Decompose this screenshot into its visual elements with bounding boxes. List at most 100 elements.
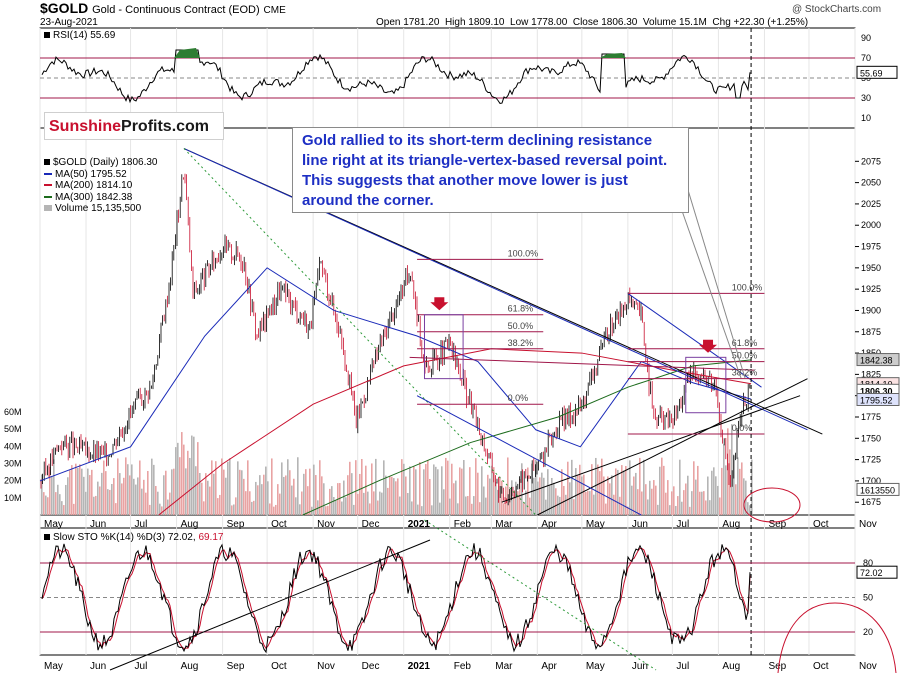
- volume-bar: [339, 483, 341, 515]
- volume-bar: [139, 460, 141, 515]
- volume-bar: [439, 502, 441, 515]
- fib-right-label: 61.8%: [732, 338, 758, 348]
- volume-bar: [197, 442, 199, 515]
- exchange: CME: [263, 5, 286, 16]
- volume-bar: [409, 466, 411, 515]
- consolidation-box-left: [423, 314, 464, 380]
- volume-bar: [329, 488, 331, 515]
- volume-bar: [377, 500, 379, 515]
- volume-bar: [317, 500, 319, 515]
- volume-bar: [147, 470, 149, 515]
- volume-bar: [121, 483, 123, 515]
- volume-bar: [729, 449, 731, 515]
- volume-bar: [173, 468, 175, 515]
- legend-main-text: $GOLD (Daily) 1806.30: [53, 157, 158, 168]
- volume-bar: [123, 477, 125, 515]
- volume-bar: [235, 497, 237, 515]
- volume-bar: [523, 502, 525, 515]
- volume-bar: [667, 480, 669, 515]
- volume-bar: [565, 494, 567, 515]
- annotation-box: Gold rallied to its short-term declining…: [292, 127, 689, 213]
- volume-bar: [227, 461, 229, 515]
- volume-bar: [563, 485, 565, 515]
- volume-bar: [391, 476, 393, 515]
- trendline-support-black: [501, 395, 801, 503]
- quote-high: High 1809.10: [444, 17, 505, 28]
- volume-bar: [253, 500, 255, 515]
- volume-bar: [107, 489, 109, 515]
- volume-bar: [187, 450, 189, 515]
- volume-bar: [63, 505, 65, 515]
- volume-bar: [461, 468, 463, 515]
- volume-bar: [593, 494, 595, 515]
- volume-bar: [371, 463, 373, 515]
- volume-bar: [85, 491, 87, 515]
- volume-bar: [681, 501, 683, 515]
- volume-bar: [659, 466, 661, 515]
- volume-bar: [313, 464, 315, 515]
- trendline-blue-down: [416, 395, 642, 516]
- price-tick-label: 1700: [861, 476, 881, 486]
- volume-bar: [345, 497, 347, 515]
- sto-value-label: 72.02: [860, 568, 883, 578]
- rsi-label-text: RSI(14) 55.69: [53, 30, 116, 41]
- volume-bar: [211, 460, 213, 515]
- volume-bar: [751, 459, 753, 515]
- volume-bar: [549, 485, 551, 515]
- down-arrow-right: [699, 339, 718, 353]
- volume-tick-label: 30M: [4, 459, 22, 469]
- fib-left-label: 100.0%: [508, 248, 539, 258]
- volume-bar: [231, 505, 233, 515]
- volume-bar: [581, 476, 583, 515]
- volume-bar: [521, 463, 523, 515]
- volume-bar: [387, 487, 389, 515]
- x-tick-label: Sep: [768, 519, 786, 530]
- volume-tick-label: 50M: [4, 424, 22, 434]
- volume-bar: [87, 468, 89, 515]
- volume-bar: [267, 481, 269, 515]
- x-tick-label: Nov: [317, 519, 335, 530]
- volume-bar: [675, 505, 677, 515]
- volume-bar: [41, 474, 43, 515]
- main-legend: $GOLD (Daily) 1806.30 MA(50) 1795.52 MA(…: [44, 157, 158, 215]
- volume-bar: [507, 457, 509, 515]
- volume-bar: [491, 465, 493, 515]
- volume-bar: [663, 465, 665, 515]
- volume-bar: [707, 476, 709, 515]
- volume-bar: [475, 458, 477, 515]
- fib-right-label: 50.0%: [732, 351, 758, 361]
- volume-bar: [113, 478, 115, 515]
- quote-volume: Volume 15.1M: [642, 17, 707, 28]
- volume-bar: [645, 484, 647, 515]
- volume-bar: [713, 467, 715, 515]
- volume-bar: [689, 506, 691, 515]
- volume-bar: [705, 500, 707, 515]
- volume-bar: [363, 492, 365, 515]
- price-tick-label: 1950: [861, 263, 881, 273]
- x-tick-label-lower: Oct: [813, 661, 829, 672]
- volume-bar: [561, 469, 563, 515]
- volume-bar: [175, 447, 177, 515]
- volume-bar: [315, 475, 317, 515]
- volume-bar: [163, 475, 165, 515]
- volume-bar: [133, 478, 135, 515]
- volume-bar: [57, 484, 59, 515]
- volume-bar: [529, 497, 531, 515]
- volume-bar: [83, 476, 85, 515]
- volume-bar: [255, 481, 257, 515]
- volume-bar: [543, 477, 545, 515]
- volume-bar: [513, 495, 515, 515]
- volume-bar: [247, 460, 249, 515]
- ticker-symbol: $GOLD: [40, 0, 89, 16]
- volume-bar: [597, 464, 599, 515]
- volume-bar: [199, 472, 201, 515]
- volume-bar: [661, 457, 663, 515]
- chart-date: 23-Aug-2021: [40, 17, 98, 28]
- volume-bar: [649, 480, 651, 515]
- volume-bar: [287, 459, 289, 515]
- sto-tick-label: 50: [863, 593, 873, 603]
- volume-bar: [257, 485, 259, 515]
- price-tick-label: 2000: [861, 220, 881, 230]
- volume-bar: [443, 489, 445, 515]
